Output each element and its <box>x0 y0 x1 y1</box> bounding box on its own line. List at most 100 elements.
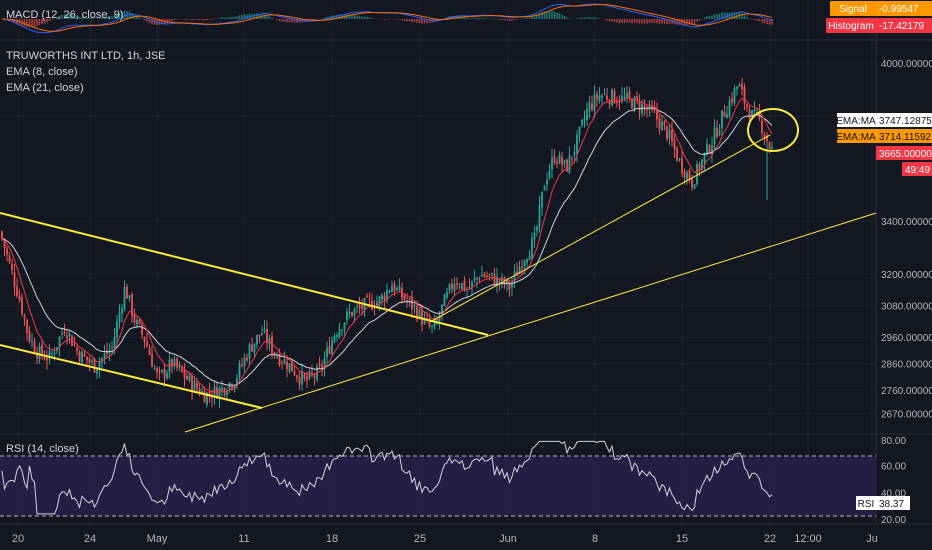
candle-body <box>681 158 683 174</box>
candle-body <box>393 283 396 292</box>
candle-body <box>288 363 291 372</box>
candle-body <box>643 105 646 108</box>
channel-lower-trendline[interactable] <box>0 344 263 409</box>
price-tick-label: 3080.00000 <box>881 302 932 313</box>
highlight-circle[interactable] <box>747 108 799 152</box>
candle-body <box>716 127 718 137</box>
candle-body <box>551 157 553 170</box>
candle-body <box>293 371 296 376</box>
candle-body <box>553 156 556 163</box>
candle-body <box>621 95 623 102</box>
rsi-label[interactable]: RSI (14, close) <box>6 443 79 455</box>
candle-body <box>41 344 43 356</box>
candle-body <box>691 178 693 188</box>
candle-body <box>313 375 316 378</box>
rsi-badge-value: 38.37 <box>879 499 904 510</box>
candle-body <box>126 286 128 299</box>
candle-body <box>451 283 453 290</box>
macd-label[interactable]: MACD (12, 26, close, 9) <box>6 9 123 21</box>
candle-body <box>173 358 176 367</box>
ema-fast-badge-label-bg <box>837 113 876 127</box>
candle-body <box>146 341 148 347</box>
candle-body <box>746 104 748 108</box>
candle-body <box>673 139 676 150</box>
candle-body <box>546 179 548 185</box>
candle-body <box>713 127 716 145</box>
rsi-line[interactable] <box>1 440 773 515</box>
candle-body <box>593 94 596 111</box>
candle-body <box>406 300 408 302</box>
ema-fast-badge-value-bg <box>876 113 932 127</box>
time-axis[interactable]: 20 24 May 11 18 25 Jun 8 15 22 12:00 Ju <box>12 533 878 545</box>
time-tick-label: 8 <box>592 533 598 545</box>
candle-body <box>431 325 433 327</box>
candle-body <box>563 160 566 164</box>
candle-body <box>31 340 33 342</box>
candle-body <box>103 353 106 359</box>
time-tick-label: 20 <box>12 533 24 545</box>
price-tick-label: 2960.00000 <box>881 333 932 344</box>
candle-body <box>573 151 576 156</box>
candle-body <box>251 344 253 352</box>
candle-body <box>468 286 471 289</box>
price-tick-label: 3400.00000 <box>881 217 932 228</box>
candle-body <box>513 271 516 281</box>
signal-badge-value-bg <box>876 1 932 16</box>
candle-body <box>358 305 361 308</box>
candle-body <box>233 385 236 389</box>
candle-body <box>186 376 188 380</box>
candle-body <box>706 143 708 155</box>
candle-body <box>46 358 48 361</box>
candle-body <box>296 375 298 378</box>
ema-8-line[interactable] <box>1 97 773 394</box>
candle-body <box>63 332 66 334</box>
candle-body <box>373 307 376 309</box>
countdown-value: 49:49 <box>905 165 930 176</box>
candle-body <box>153 368 156 370</box>
candle-body <box>256 334 258 345</box>
candle-body <box>463 280 466 291</box>
rising-support-trendline[interactable] <box>429 134 771 323</box>
candle-body <box>156 368 158 373</box>
ema-8-legend[interactable]: EMA (8, close) <box>6 66 78 78</box>
ema-21-line[interactable] <box>1 107 773 386</box>
candle-body <box>606 95 608 100</box>
candle-body <box>136 319 138 325</box>
ema-slow-price-badge: EMA:MA 3714.11592 <box>836 129 932 143</box>
candle-body <box>561 157 563 165</box>
candle-body <box>723 111 726 117</box>
ema-21-legend[interactable]: EMA (21, close) <box>6 82 84 94</box>
long-support-trendline[interactable] <box>184 212 877 433</box>
candle-body <box>76 347 78 352</box>
candle-body <box>391 286 393 293</box>
candle-body <box>641 104 643 114</box>
candle-body <box>298 377 301 384</box>
signal-badge: Signal -0.99547 <box>830 1 932 16</box>
symbol-title[interactable]: TRUWORTHS INT LTD, 1h, JSE <box>6 50 166 62</box>
histogram-badge-label: Histogram <box>828 21 874 32</box>
candle-body <box>271 336 273 354</box>
candle-body <box>428 321 431 327</box>
candle-body <box>388 290 391 293</box>
histogram-badge-value: -17.42179 <box>879 21 924 32</box>
channel-upper-trendline[interactable] <box>0 212 489 336</box>
drawing-tools[interactable] <box>0 108 877 433</box>
candle-body <box>648 104 651 110</box>
time-tick-label: Ju <box>866 533 878 545</box>
candle-body <box>121 308 123 314</box>
candle-body <box>683 171 686 178</box>
candle-body <box>523 261 526 267</box>
candle-body <box>476 277 478 280</box>
price-tick-label: 4000.00000 <box>881 59 932 70</box>
candle-body <box>548 170 551 178</box>
candle-body <box>141 324 143 335</box>
candle-body <box>8 256 11 262</box>
candle-body <box>443 294 446 307</box>
candle-body <box>48 351 51 359</box>
candle-body <box>53 353 56 355</box>
candle-body <box>306 376 308 381</box>
candle-body <box>456 283 458 285</box>
candle-body <box>541 191 543 208</box>
candle-body <box>318 363 321 367</box>
